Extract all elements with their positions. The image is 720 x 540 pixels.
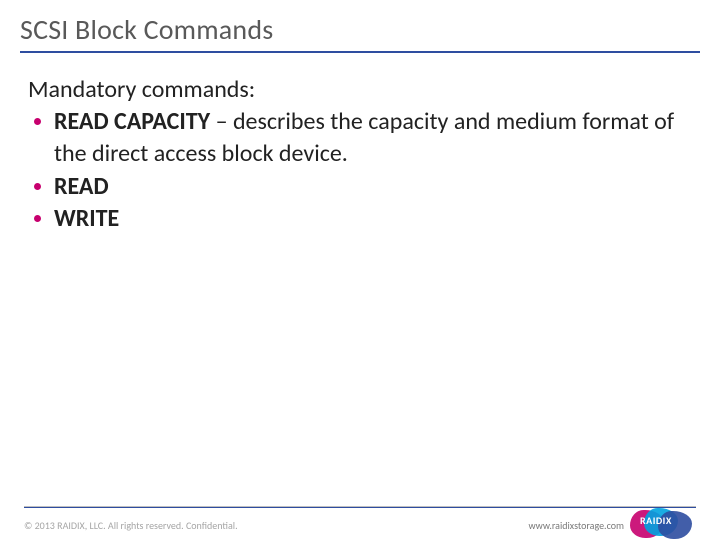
copyright-text: © 2013 RAIDIX, LLC. All rights reserved.… — [24, 519, 238, 532]
brand-logo: RAIDIX — [630, 508, 702, 538]
slide-title: SCSI Block Commands — [20, 12, 700, 47]
bullet-icon — [34, 183, 41, 190]
list-item-bold: READ CAPACITY — [54, 107, 210, 136]
list-item-bold: READ — [54, 172, 109, 201]
slide: SCSI Block Commands Mandatory commands: … — [0, 0, 720, 540]
list-item: READ CAPACITY – describes the capacity a… — [28, 106, 692, 171]
logo-text: RAIDIX — [640, 514, 672, 527]
site-link: www.raidixstorage.com — [528, 519, 624, 532]
footer-rule — [24, 506, 696, 507]
footer: © 2013 RAIDIX, LLC. All rights reserved.… — [0, 506, 720, 540]
title-area: SCSI Block Commands — [0, 0, 720, 57]
lead-text: Mandatory commands: — [28, 75, 692, 104]
title-underline — [20, 51, 700, 53]
bullet-icon — [34, 215, 41, 222]
list-item-bold: WRITE — [54, 204, 119, 233]
list-item: READ — [28, 171, 692, 203]
body-area: Mandatory commands: READ CAPACITY – desc… — [0, 57, 720, 236]
list-item: WRITE — [28, 203, 692, 235]
bullet-icon — [34, 118, 41, 125]
command-list: READ CAPACITY – describes the capacity a… — [28, 106, 692, 236]
